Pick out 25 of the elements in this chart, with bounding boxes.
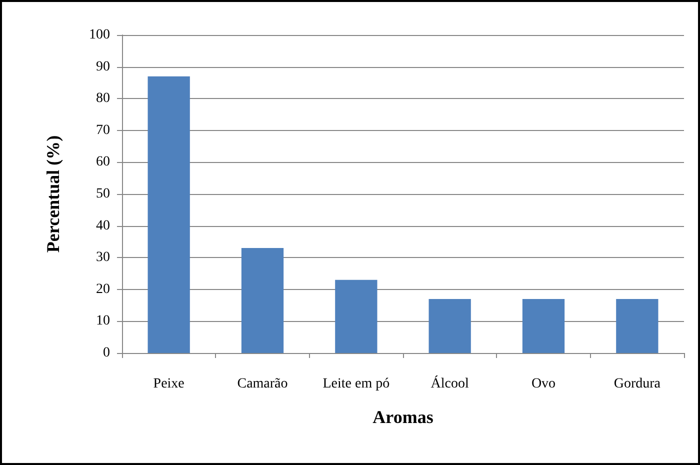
y-tick-label: 20 xyxy=(96,282,110,297)
bar xyxy=(335,280,378,353)
y-tick-label: 30 xyxy=(96,250,110,266)
y-tick-label: 40 xyxy=(96,218,110,234)
x-tick-label: Gordura xyxy=(614,376,662,392)
bar xyxy=(428,298,471,353)
bar xyxy=(522,298,565,353)
y-tick-label: 80 xyxy=(96,91,110,106)
y-tick-label: 60 xyxy=(96,154,110,170)
bar xyxy=(148,76,190,353)
y-tick-label: 100 xyxy=(89,28,110,42)
bar xyxy=(241,248,284,353)
bar xyxy=(616,298,658,353)
y-tick-label: 50 xyxy=(96,186,110,202)
x-tick-label: Álcool xyxy=(430,374,469,392)
x-tick-label: Camarão xyxy=(237,376,288,392)
x-axis-title: Aromas xyxy=(372,407,434,427)
y-axis-title: Percentual (%) xyxy=(43,135,63,253)
x-tick-label: Leite em pó xyxy=(322,376,390,392)
y-tick-label: 70 xyxy=(96,122,110,138)
y-tick-label: 90 xyxy=(96,59,110,74)
x-tick-label: Ovo xyxy=(531,376,556,392)
y-tick-label: 0 xyxy=(103,346,110,360)
y-tick-label: 10 xyxy=(96,314,110,329)
x-tick-label: Peixe xyxy=(153,376,184,392)
